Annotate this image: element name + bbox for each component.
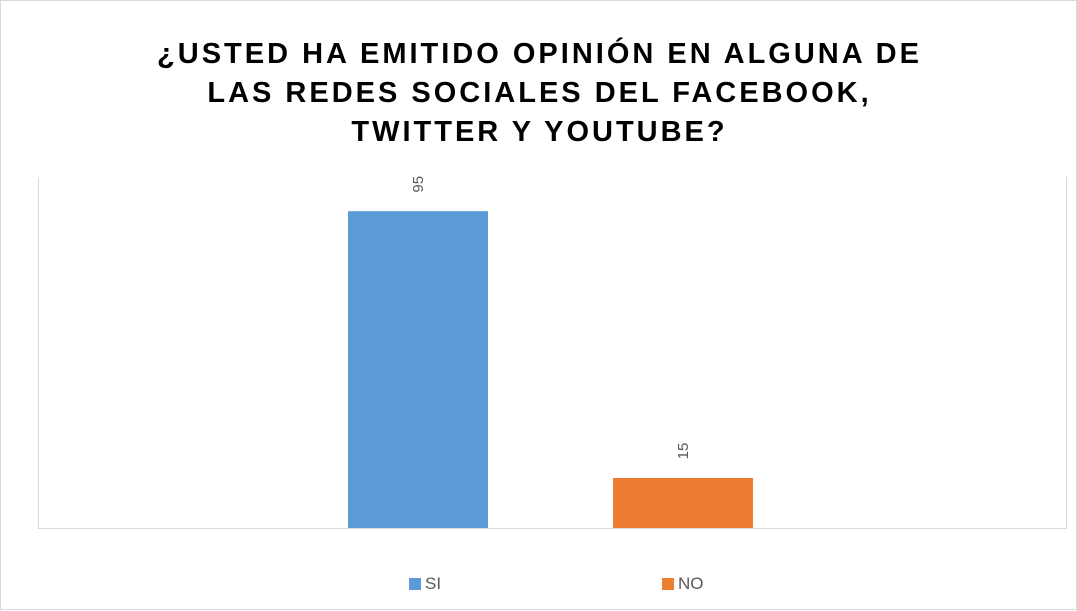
bar-si bbox=[348, 211, 488, 528]
chart-title-line-2: LAS REDES SOCIALES DEL FACEBOOK, bbox=[207, 77, 872, 109]
legend-swatch-si bbox=[409, 578, 421, 590]
data-label-no: 15 bbox=[675, 443, 692, 460]
legend-swatch-no bbox=[662, 578, 674, 590]
chart-title-line-1: ¿USTED HA EMITIDO OPINIÓN EN ALGUNA DE bbox=[157, 38, 922, 70]
legend-label-no: NO bbox=[678, 574, 704, 593]
legend-label-si: SI bbox=[425, 574, 442, 593]
legend: SI NO bbox=[1, 571, 1077, 597]
data-label-si: 95 bbox=[410, 176, 427, 193]
legend-item-no: NO bbox=[662, 571, 704, 597]
chart-title-line-3: TWITTER Y YOUTUBE? bbox=[351, 116, 728, 148]
chart-title: ¿USTED HA EMITIDO OPINIÓN EN ALGUNA DE L… bbox=[1, 35, 1077, 152]
legend-item-si: SI bbox=[409, 571, 441, 597]
bar-no bbox=[613, 477, 753, 528]
